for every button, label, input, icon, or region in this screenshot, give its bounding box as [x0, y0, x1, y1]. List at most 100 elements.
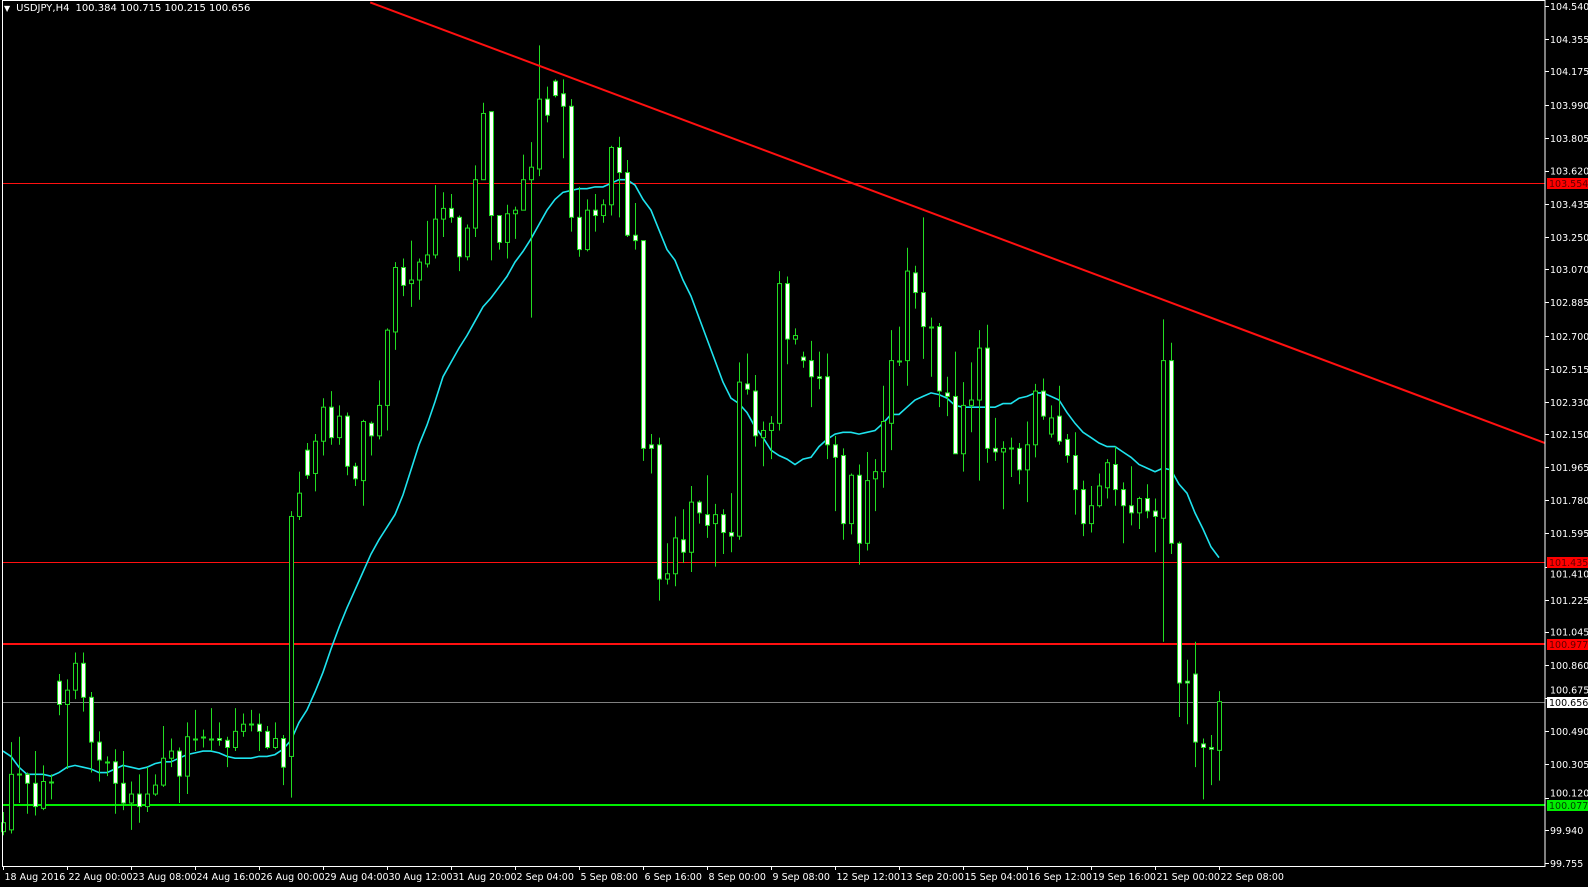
triangle-down-icon[interactable]: ▼: [4, 4, 11, 13]
horizontal-lines: [3, 183, 1545, 806]
candle: [921, 217, 926, 359]
candle: [1, 811, 6, 836]
support-price-tag-label: 100.077: [1549, 801, 1588, 812]
candle-body-bull: [273, 738, 278, 748]
candle: [945, 376, 950, 417]
candle-body-bull: [169, 750, 174, 759]
candle: [1073, 432, 1078, 515]
candle-body-bear: [1017, 447, 1022, 471]
candle: [689, 485, 694, 572]
bid-price-tag-label: 100.656: [1549, 698, 1588, 709]
candle: [1193, 641, 1198, 768]
y-tick-label: 102.515: [1550, 365, 1588, 376]
price-axis[interactable]: 104.540 104.355 104.175 103.990 103.805 103.6…: [1545, 2, 1588, 870]
x-tick-label: 2 Sep 04:00: [517, 872, 574, 883]
candle: [345, 412, 350, 476]
y-tick-label: 104.355: [1550, 35, 1588, 46]
candle-body-bear: [1201, 743, 1206, 748]
candle: [121, 751, 126, 811]
time-axis[interactable]: 18 Aug 2016 22 Aug 00:00 23 Aug 08:00 24 Au…: [3, 866, 1284, 883]
candle: [657, 437, 662, 601]
candle-body-bull: [769, 422, 774, 431]
candle-body-bull: [465, 227, 470, 258]
y-tick-label: 99.755: [1550, 859, 1583, 870]
candle-body-bear: [801, 356, 806, 362]
candle-body-bear: [705, 514, 710, 526]
candle: [617, 136, 622, 218]
candle: [321, 398, 326, 456]
candle-body-bear: [401, 266, 406, 286]
candle-body-bull: [417, 261, 422, 281]
candle-body-bear: [281, 738, 286, 768]
candle: [545, 86, 550, 123]
candle: [353, 462, 358, 486]
candle-body-bull: [441, 207, 446, 220]
candle: [553, 79, 558, 98]
candle-body-bull: [977, 347, 982, 401]
candle: [1129, 466, 1134, 526]
y-tick-label: 100.675: [1550, 686, 1588, 697]
candle: [785, 276, 790, 365]
candle: [425, 220, 430, 268]
candle-body-bear: [345, 415, 350, 467]
candle: [977, 330, 982, 481]
candle-body-bull: [393, 266, 398, 333]
candle: [1009, 437, 1014, 478]
candle: [993, 417, 998, 461]
candle: [913, 265, 918, 309]
candle-body-bear: [1193, 673, 1198, 743]
x-tick-label: 8 Sep 00:00: [709, 872, 766, 883]
resistance-price-tag-label: 103.554: [1549, 179, 1588, 190]
y-tick-label: 102.700: [1550, 332, 1588, 343]
y-tick-label: 103.250: [1550, 233, 1588, 244]
y-tick-label: 103.435: [1550, 200, 1588, 211]
candle: [697, 500, 702, 524]
candle: [1217, 691, 1222, 781]
x-tick-label: 22 Sep 08:00: [1221, 872, 1284, 883]
candle-body-bull: [601, 204, 606, 217]
x-tick-label: 5 Sep 08:00: [581, 872, 638, 883]
candle-body-bull: [185, 736, 190, 777]
y-tick-label: 104.175: [1550, 67, 1588, 78]
candle: [609, 145, 614, 216]
x-tick-label: 19 Sep 16:00: [1093, 872, 1156, 883]
candle: [249, 709, 254, 732]
candle-body-bear: [985, 347, 990, 449]
candle-body-bull: [65, 689, 70, 705]
candle: [81, 652, 86, 712]
candle-body-bear: [1057, 415, 1062, 442]
trendline: [369, 1, 1546, 444]
candle: [465, 224, 470, 261]
resistance-price-tag: [1547, 557, 1588, 568]
candle-body-bull: [609, 146, 614, 206]
candle-body-bear: [225, 739, 230, 748]
candle-body-bull: [153, 784, 158, 795]
candle: [1049, 405, 1054, 438]
candle: [513, 206, 518, 239]
candle: [297, 471, 302, 521]
y-tick-label: 99.940: [1550, 826, 1583, 837]
candle-body-bear: [1177, 542, 1182, 684]
candle: [521, 154, 526, 211]
candle-body-bull: [537, 98, 542, 170]
candle: [809, 340, 814, 408]
candle-body-bull: [689, 501, 694, 553]
candle: [369, 421, 374, 456]
candle: [417, 258, 422, 300]
candle-body-bull: [233, 730, 238, 748]
candle-body-bear: [1153, 510, 1158, 517]
candle: [25, 772, 30, 814]
candle: [457, 215, 462, 272]
candle-body-bull: [513, 209, 518, 215]
candle: [193, 709, 198, 752]
candle: [105, 756, 110, 777]
candle-body-bear: [577, 216, 582, 251]
candle-body-bear: [697, 501, 702, 514]
x-tick-label: 16 Sep 12:00: [1029, 872, 1092, 883]
x-tick-label: 13 Sep 20:00: [901, 872, 964, 883]
candle-body-bear: [81, 662, 86, 698]
candle: [865, 451, 870, 551]
y-tick-label: 101.225: [1550, 596, 1588, 607]
candle-body-bear: [177, 750, 182, 777]
